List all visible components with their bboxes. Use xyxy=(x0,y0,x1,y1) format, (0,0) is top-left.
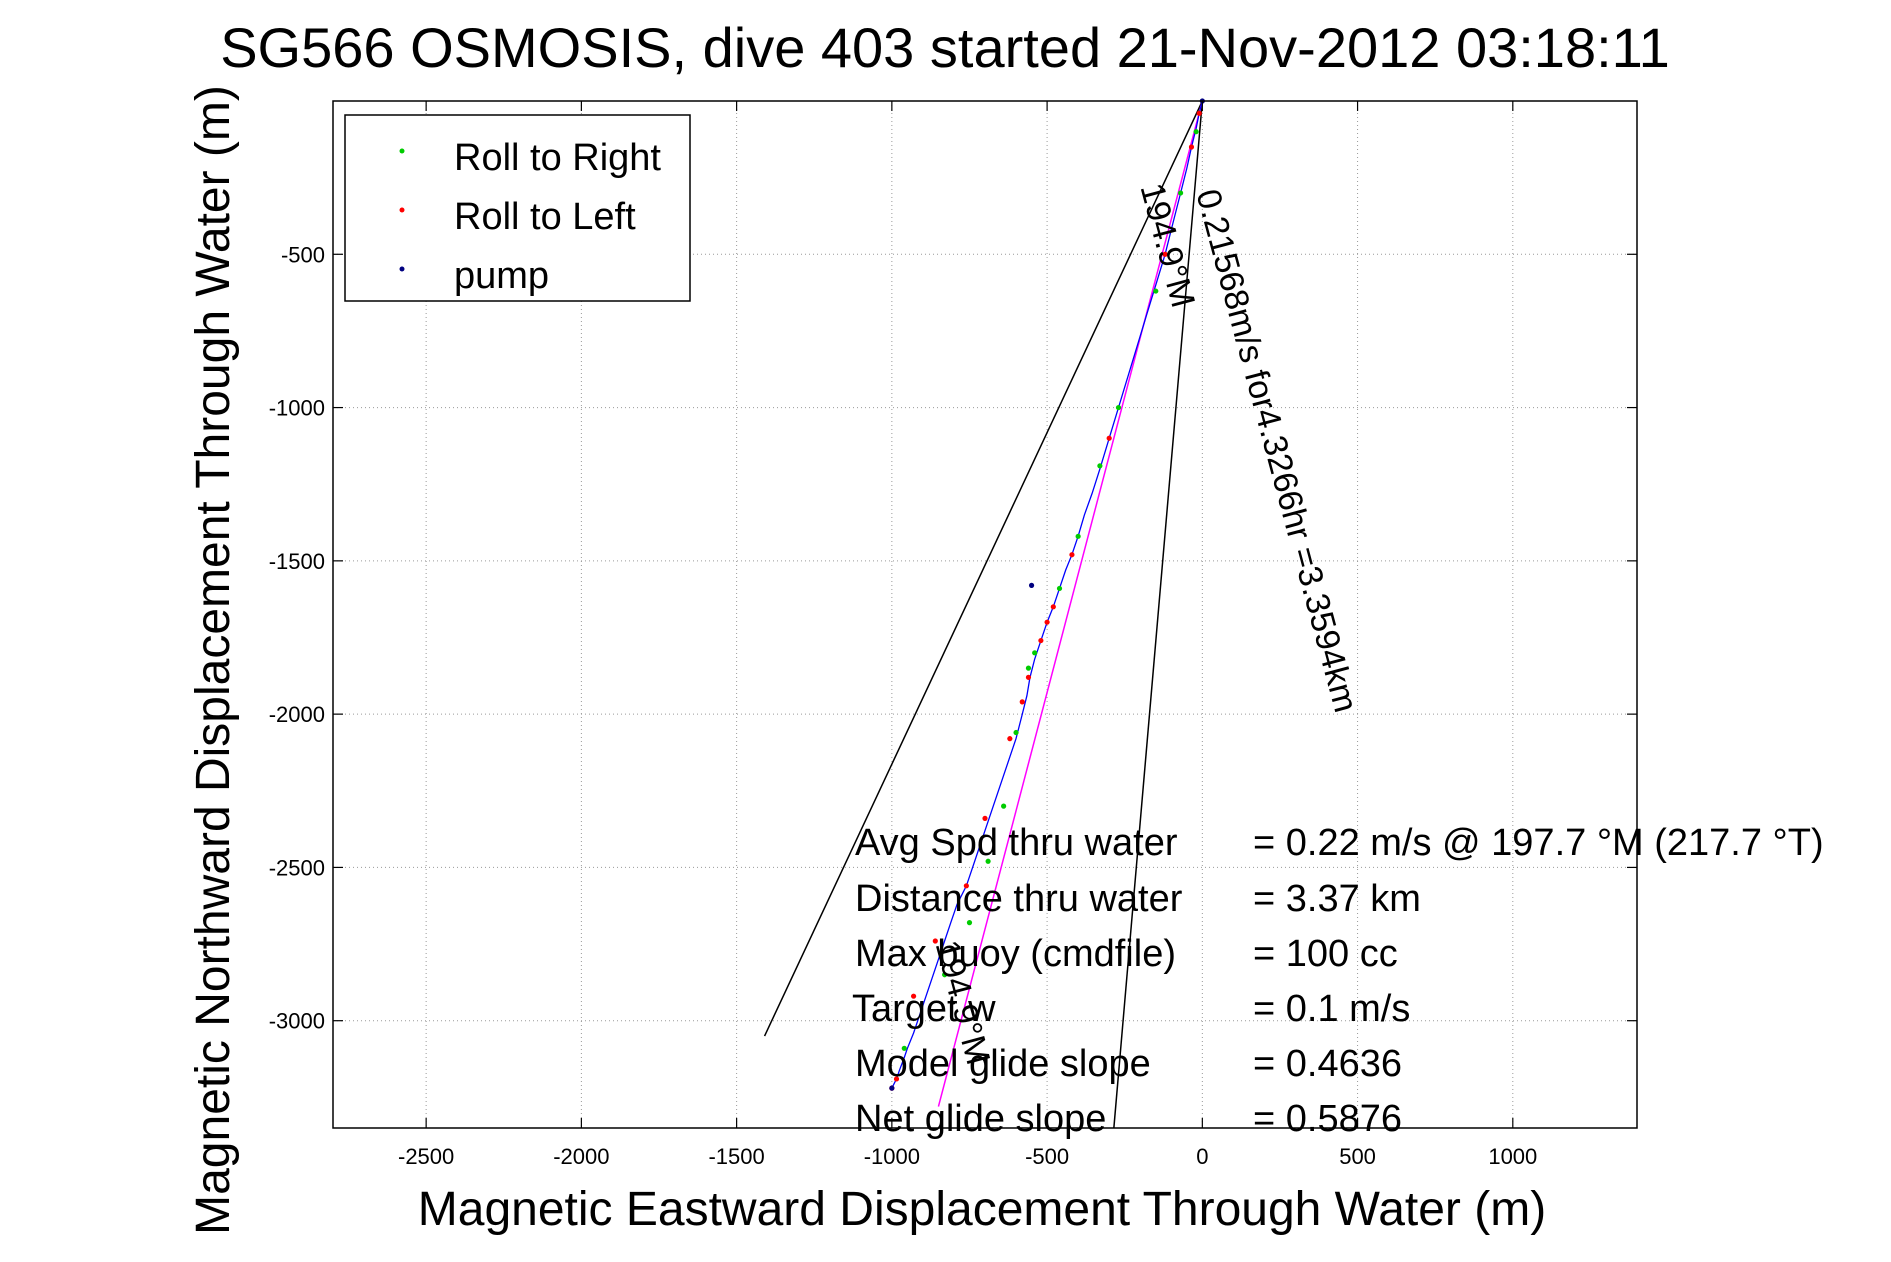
roll-left-point xyxy=(1162,251,1168,257)
y-tick-label: -1000 xyxy=(269,396,325,421)
roll-right-point xyxy=(1097,463,1103,469)
legend-roll-right-label: Roll to Right xyxy=(454,137,661,179)
heading-annotation: 0.21568m/s for4.3266hr =3.3594km xyxy=(1188,185,1364,716)
axis-ticks: -2500 -2000 -1500 -1000 -500 0 500 1000 -500 -100… xyxy=(269,101,1637,1169)
stat-max-buoy-value: = 100 cc xyxy=(1253,933,1398,975)
roll-left-point xyxy=(982,815,988,821)
roll-left-point xyxy=(1196,110,1202,116)
roll-right-point xyxy=(1115,404,1122,411)
stat-avg-speed-label: Avg Spd thru water xyxy=(855,822,1178,864)
roll-right-point xyxy=(1075,533,1081,539)
roll-left-point xyxy=(1038,637,1044,644)
pump-point xyxy=(1028,582,1035,588)
x-tick-label: -2000 xyxy=(553,1144,609,1169)
legend: Roll to Right Roll to Left pump xyxy=(344,114,691,302)
guide-line xyxy=(937,100,1204,1107)
roll-right-point xyxy=(1032,650,1038,656)
stat-net-glide-label: Net glide slope xyxy=(855,1098,1106,1140)
y-tick-label: -2000 xyxy=(269,702,325,727)
pump-point xyxy=(889,1085,895,1091)
x-tick-label: -1000 xyxy=(864,1144,920,1169)
guide-line xyxy=(1113,100,1204,1129)
dive-stats: Avg Spd thru water = 0.22 m/s @ 197.7 °M… xyxy=(852,822,1824,1140)
roll-right-point xyxy=(966,920,973,926)
roll-right-point xyxy=(1025,665,1032,671)
stat-net-glide-value: = 0.5876 xyxy=(1253,1098,1402,1140)
roll-left-point xyxy=(1050,604,1056,610)
stat-avg-speed-value: = 0.22 m/s @ 197.7 °M (217.7 °T) xyxy=(1253,822,1824,864)
roll-left-point xyxy=(963,883,969,889)
legend-pump-marker xyxy=(399,266,405,272)
roll-left-point xyxy=(1025,674,1032,680)
x-tick-label: 500 xyxy=(1339,1144,1376,1169)
roll-right-point xyxy=(985,858,991,864)
track-points xyxy=(889,98,1205,1091)
roll-left-point xyxy=(932,938,938,944)
stat-model-glide-value: = 0.4636 xyxy=(1253,1043,1402,1085)
stat-distance-label: Distance thru water xyxy=(855,878,1183,920)
x-tick-label: 1000 xyxy=(1488,1144,1537,1169)
legend-roll-left-marker xyxy=(399,207,405,213)
guide-lines xyxy=(763,100,1204,1129)
y-axis-label: Magnetic Northward Displacement Through … xyxy=(187,85,240,1235)
roll-right-point xyxy=(1193,129,1199,135)
roll-left-point xyxy=(910,993,917,999)
legend-roll-right-marker xyxy=(399,148,405,154)
roll-right-point xyxy=(1001,803,1007,809)
roll-right-point xyxy=(942,972,948,978)
roll-right-point xyxy=(1178,190,1184,196)
stat-target-w-value: = 0.1 m/s xyxy=(1253,988,1410,1030)
legend-pump-label: pump xyxy=(454,255,549,297)
roll-right-point xyxy=(901,1045,907,1051)
chart-title: SG566 OSMOSIS, dive 403 started 21-Nov-2… xyxy=(220,16,1670,79)
roll-left-point xyxy=(1007,736,1013,742)
stat-max-buoy-label: Max buoy (cmdfile) xyxy=(855,933,1176,975)
roll-left-point xyxy=(893,1076,900,1082)
roll-left-point xyxy=(1019,699,1025,705)
grid xyxy=(333,101,1637,1128)
stat-distance-value: = 3.37 km xyxy=(1253,878,1421,920)
guide-line xyxy=(763,100,1204,1037)
roll-left-point xyxy=(1069,552,1075,558)
x-tick-label: -1500 xyxy=(708,1144,764,1169)
roll-left-point xyxy=(1106,435,1112,441)
roll-right-point xyxy=(1056,585,1063,592)
x-tick-label: -500 xyxy=(1025,1144,1069,1169)
roll-right-point xyxy=(1153,288,1159,294)
y-tick-label: -3000 xyxy=(269,1009,325,1034)
y-tick-label: -1500 xyxy=(269,549,325,574)
y-tick-label: -2500 xyxy=(269,855,325,880)
roll-left-point xyxy=(1044,619,1050,625)
x-axis-label: Magnetic Eastward Displacement Through W… xyxy=(418,1183,1546,1236)
roll-left-point xyxy=(1188,144,1195,150)
y-tick-label: -500 xyxy=(281,242,325,267)
roll-right-point xyxy=(1013,729,1019,736)
x-tick-label: -2500 xyxy=(398,1144,454,1169)
stat-target-w-label: Target w xyxy=(852,988,996,1030)
x-tick-label: 0 xyxy=(1196,1144,1208,1169)
stat-model-glide-label: Model glide slope xyxy=(855,1043,1151,1085)
legend-roll-left-label: Roll to Left xyxy=(454,196,636,238)
plot-frame xyxy=(332,100,1638,1129)
